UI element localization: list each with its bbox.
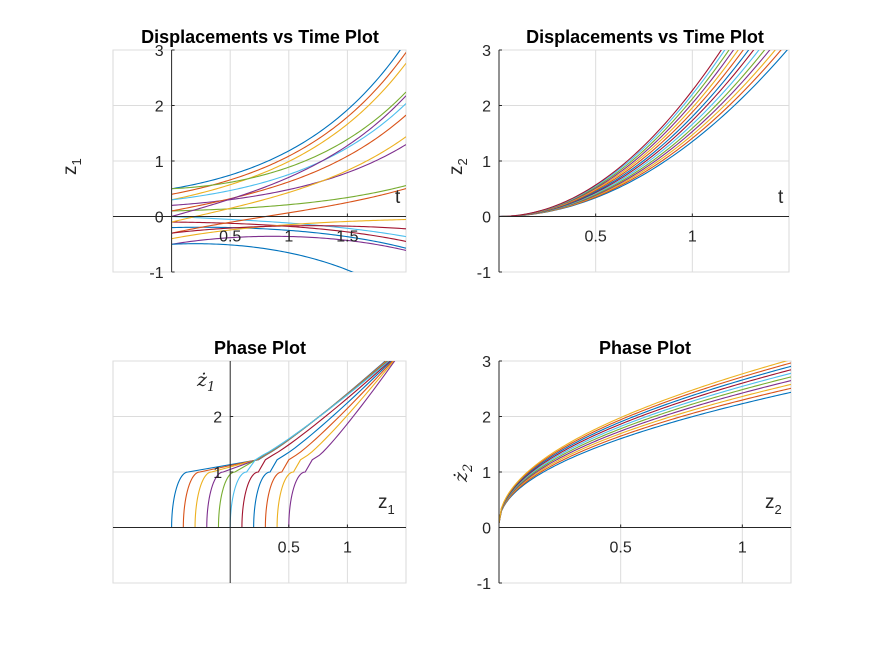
series-line — [171, 218, 406, 240]
z1-time-plot: 0.5 1 1.5 -1 0 1 2 3 Displacements vs Time Plot… — [60, 27, 407, 282]
axes — [113, 49, 406, 273]
chart-title: Phase Plot — [214, 338, 306, 358]
y-tick-label: 1 — [155, 154, 164, 171]
series-line — [171, 225, 406, 234]
x-tick-label: 0.5 — [278, 540, 300, 557]
series-line — [499, 50, 722, 218]
x-tick-label: 1 — [688, 229, 697, 246]
y-tick-label: 0 — [482, 521, 491, 538]
series-line — [171, 136, 406, 223]
x-tick-label: 0.5 — [219, 229, 241, 246]
chart-title: Displacements vs Time Plot — [141, 27, 379, 47]
series-line — [171, 185, 406, 212]
series-line — [171, 243, 354, 272]
y-tick-label: 0 — [482, 210, 491, 227]
x-tick-label: 1 — [284, 229, 293, 246]
series-line — [499, 362, 791, 524]
series-line — [499, 391, 791, 524]
series-curves — [499, 361, 791, 524]
series-line — [499, 369, 791, 524]
series-line — [171, 50, 401, 190]
series-line — [499, 365, 791, 524]
series-line — [171, 103, 406, 201]
series-line — [171, 62, 406, 201]
x-tick-label: 0.5 — [610, 540, 632, 557]
series-line — [171, 188, 406, 234]
y-tick-label: -1 — [477, 265, 491, 282]
y-tick-label: 3 — [482, 43, 491, 60]
series-line — [276, 361, 395, 528]
series-line — [288, 361, 396, 528]
y-tick-label: 3 — [482, 354, 491, 371]
x-axis-label: z2 — [765, 492, 782, 517]
series-line — [171, 91, 406, 190]
axes — [113, 361, 406, 583]
y-tick-label: 2 — [482, 410, 491, 427]
series-line — [171, 144, 406, 206]
x-tick-label: 0.5 — [585, 229, 607, 246]
y-axis-label: z2 — [446, 158, 470, 175]
series-line — [499, 383, 791, 524]
series-line — [253, 361, 393, 528]
series-line — [241, 361, 392, 528]
y-tick-label: 2 — [482, 99, 491, 116]
z1-phase-plot: 0.5 1 1 2 Phase Plot z1 ż1 — [112, 338, 407, 584]
x-axis-label: z1 — [378, 492, 395, 517]
series-line — [499, 380, 791, 524]
tick-labels: 0.5 1 -1 0 1 2 3 — [477, 354, 747, 593]
series-line — [171, 215, 406, 238]
x-tick-label: 1.5 — [336, 229, 358, 246]
chart-title: Displacements vs Time Plot — [526, 27, 764, 47]
series-line — [499, 372, 791, 524]
y-tick-label: -1 — [149, 265, 163, 282]
y-tick-label: 1 — [213, 465, 222, 482]
series-curves — [171, 50, 406, 272]
series-line — [171, 226, 406, 249]
series-line — [229, 361, 391, 528]
z2-phase-plot: 0.5 1 -1 0 1 2 3 Phase Plot z2 ż2 — [450, 338, 792, 593]
x-tick-label: 1 — [343, 540, 352, 557]
y-axis-label: ż1 — [196, 369, 215, 395]
tick-labels: 0.5 1 1 2 — [213, 410, 352, 557]
series-line — [499, 376, 791, 524]
axes — [498, 49, 789, 273]
series-curves — [499, 50, 788, 218]
y-axis-label: z1 — [60, 158, 84, 175]
series-line — [499, 361, 789, 524]
series-line — [264, 361, 394, 528]
axes — [498, 360, 791, 584]
y-tick-label: 2 — [213, 410, 222, 427]
y-tick-label: -1 — [477, 576, 491, 593]
series-line — [171, 114, 406, 212]
series-line — [171, 95, 406, 218]
x-tick-label: 1 — [738, 540, 747, 557]
chart-title: Phase Plot — [599, 338, 691, 358]
series-line — [499, 387, 791, 524]
y-axis-label: ż2 — [450, 464, 476, 483]
series-line — [171, 235, 406, 251]
tick-labels: 0.5 1 -1 0 1 2 3 — [477, 43, 697, 282]
y-tick-label: 3 — [155, 43, 164, 60]
y-tick-label: 1 — [482, 465, 491, 482]
x-axis-label: t — [778, 187, 784, 208]
tick-labels: 0.5 1 1.5 -1 0 1 2 3 — [149, 43, 358, 282]
y-tick-label: 0 — [155, 210, 164, 227]
x-axis-label: t — [395, 187, 401, 208]
y-tick-label: 2 — [155, 99, 164, 116]
series-curves — [171, 361, 396, 528]
y-tick-label: 1 — [482, 154, 491, 171]
